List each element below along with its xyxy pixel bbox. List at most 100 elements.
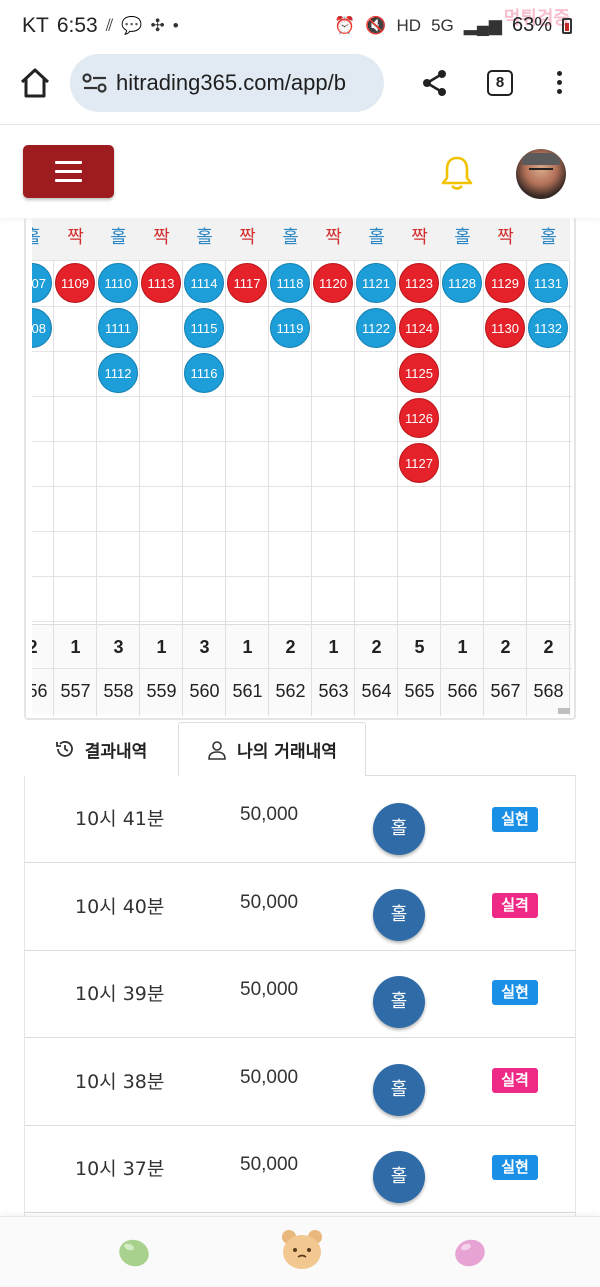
round-number: 558 — [103, 681, 134, 701]
streak-count: 1 — [457, 637, 468, 657]
grid-column: 홀 1118 1119 — [269, 218, 312, 716]
share-icon[interactable] — [420, 68, 450, 98]
trade-result-badge: 실격 — [492, 893, 538, 918]
result-ball: 1118 — [270, 263, 310, 303]
column-header: 짝 — [398, 218, 441, 261]
result-ball: 1121 — [356, 263, 396, 303]
trade-pick-ball: 홀 — [373, 1064, 425, 1116]
grid-column: 홀 1131 1132 — [527, 218, 570, 716]
talk-icon: 💬 — [121, 16, 143, 35]
grid-column: 짝 1120 — [312, 218, 355, 716]
status-bar: KT 6:53 ⫽ 💬 ✣ • 먹튀검증 ⏰ 🔇 HD 5G ▂▄▆ 63% — [0, 0, 600, 52]
count-row: 2 1 3 1 3 1 2 1 2 5 1 2 2 — [32, 624, 572, 669]
trade-result-badge: 실현 — [492, 1155, 538, 1180]
streak-count: 2 — [285, 637, 296, 657]
battery-percent: 63% — [511, 14, 552, 36]
more-menu-icon[interactable] — [549, 68, 569, 98]
column-header: 홀 — [441, 218, 484, 261]
battery-icon — [562, 17, 572, 34]
trade-row[interactable]: 10시 37분 50,000 홀 실현 — [25, 1126, 575, 1213]
grid-column: 홀 1121 1122 — [355, 218, 398, 716]
streak-count: 2 — [543, 637, 554, 657]
signal-noise-icon: ⫽ — [105, 16, 114, 35]
status-left: KT 6:53 ⫽ 💬 ✣ • — [22, 14, 179, 38]
pink-jelly-bean-icon[interactable] — [450, 1234, 490, 1272]
clock: 6:53 — [56, 14, 98, 37]
avatar[interactable] — [516, 149, 566, 199]
green-jelly-bean-icon[interactable] — [114, 1234, 154, 1272]
column-header: 홀 — [527, 218, 570, 261]
network-type-badge: 5G — [431, 15, 454, 35]
result-ball: 1124 — [399, 308, 439, 348]
result-ball: 1128 — [442, 263, 482, 303]
result-ball: 1122 — [356, 308, 396, 348]
bell-icon[interactable] — [438, 155, 476, 191]
hamburger-menu-button[interactable] — [23, 145, 114, 198]
carrier-label: KT — [22, 14, 49, 37]
grid-line — [32, 621, 572, 622]
address-bar[interactable]: hitrading365.com/app/b — [70, 54, 384, 112]
result-ball: 1109 — [55, 263, 95, 303]
bear-home-icon[interactable] — [278, 1225, 326, 1273]
streak-count: 1 — [328, 637, 339, 657]
home-icon[interactable] — [18, 66, 52, 100]
result-ball: 1130 — [485, 308, 525, 348]
trade-row[interactable]: 10시 40분 50,000 홀 실격 — [25, 864, 575, 951]
result-ball: 1125 — [399, 353, 439, 393]
round-number: 557 — [60, 681, 91, 701]
trade-row[interactable]: 10시 41분 50,000 홀 실현 — [25, 776, 575, 863]
trade-row[interactable]: 10시 39분 50,000 홀 실현 — [25, 951, 575, 1038]
trade-amount: 50,000 — [240, 1066, 299, 1088]
result-ball: 1112 — [98, 353, 138, 393]
trade-pick-ball: 홀 — [373, 803, 425, 855]
grid-column: 홀 1114 1115 1116 — [183, 218, 226, 716]
trade-result-badge: 실현 — [492, 807, 538, 832]
mute-icon: 🔇 — [365, 15, 387, 35]
grid-scrollbar[interactable] — [558, 708, 570, 714]
trade-pick-ball: 홀 — [373, 1151, 425, 1203]
tab-my-trades-label: 나의 거래내역 — [237, 742, 337, 762]
trade-result-badge: 실격 — [492, 1068, 538, 1093]
dot-icon: • — [172, 16, 179, 35]
streak-count: 2 — [500, 637, 511, 657]
column-header: 짝 — [484, 218, 527, 261]
grid-line — [32, 306, 572, 307]
round-number: 566 — [447, 681, 478, 701]
trade-time: 10시 38분 — [75, 1070, 165, 1093]
trade-time: 10시 39분 — [75, 983, 165, 1005]
site-settings-icon[interactable] — [82, 71, 108, 95]
result-ball: 1132 — [528, 308, 568, 348]
history-icon — [55, 741, 73, 757]
tab-switcher-button[interactable]: 8 — [487, 70, 513, 96]
result-grid[interactable]: 2 1 3 1 3 1 2 1 2 5 1 2 2 556 557 558 559 560 561 562 563 56… — [32, 218, 572, 716]
tab-results[interactable]: 결과내역 — [24, 722, 178, 776]
result-ball: 1113 — [141, 263, 181, 303]
trade-amount: 50,000 — [240, 1154, 299, 1175]
trade-time: 10시 41분 — [75, 808, 165, 830]
browser-toolbar: hitrading365.com/app/b 8 — [0, 52, 600, 124]
trade-pick-ball: 홀 — [373, 976, 425, 1028]
result-ball: 1126 — [399, 398, 439, 438]
result-ball: 1129 — [485, 263, 525, 303]
tab-my-trades[interactable]: 나의 거래내역 — [178, 722, 366, 777]
grid-line — [32, 576, 572, 577]
tab-results-label: 결과내역 — [84, 741, 148, 762]
result-ball: 1127 — [399, 443, 439, 483]
result-ball: 1114 — [184, 263, 224, 303]
grid-column: 홀 1128 — [441, 218, 484, 716]
trade-amount: 50,000 — [240, 804, 299, 825]
round-number: 562 — [275, 681, 306, 701]
round-number: 564 — [361, 681, 392, 701]
grid-line — [32, 351, 572, 352]
result-ball: 1111 — [98, 308, 138, 348]
result-grid-frame — [24, 218, 576, 720]
result-ball: 1120 — [313, 263, 353, 303]
round-number: 565 — [404, 681, 435, 701]
trade-row[interactable]: 10시 38분 50,000 홀 실격 — [25, 1039, 575, 1126]
streak-count: 5 — [414, 637, 425, 657]
trade-time: 10시 37분 — [75, 1158, 165, 1180]
user-icon — [208, 740, 226, 760]
trade-history-list[interactable]: 10시 41분 50,000 홀 실현 10시 40분 50,000 홀 실격 10시 39분 5… — [24, 776, 576, 1216]
result-ball: 1119 — [270, 308, 310, 348]
grid-column: 짝 1117 — [226, 218, 269, 716]
